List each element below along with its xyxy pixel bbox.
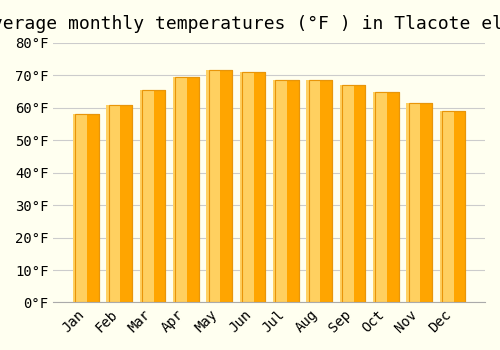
Bar — [440, 111, 454, 302]
Bar — [442, 111, 466, 302]
Bar — [373, 92, 387, 302]
Bar — [73, 114, 87, 302]
Bar — [242, 72, 266, 302]
Bar — [173, 77, 187, 302]
Bar — [276, 80, 298, 302]
Bar — [408, 103, 432, 302]
Bar — [176, 77, 199, 302]
Bar — [242, 72, 266, 302]
Bar — [206, 70, 220, 302]
Bar — [342, 85, 365, 302]
Bar — [308, 80, 332, 302]
Bar — [273, 80, 287, 302]
Title: Average monthly temperatures (°F ) in Tlacote el Bajo: Average monthly temperatures (°F ) in Tl… — [0, 15, 500, 33]
Bar — [306, 80, 320, 302]
Bar — [340, 85, 353, 302]
Bar — [276, 80, 298, 302]
Bar — [208, 70, 232, 302]
Bar — [106, 105, 120, 302]
Bar — [76, 114, 98, 302]
Bar — [140, 90, 153, 302]
Bar — [308, 80, 332, 302]
Bar — [176, 77, 199, 302]
Bar — [108, 105, 132, 302]
Bar — [108, 105, 132, 302]
Bar — [208, 70, 232, 302]
Bar — [442, 111, 466, 302]
Bar — [406, 103, 420, 302]
Bar — [408, 103, 432, 302]
Bar — [376, 92, 398, 302]
Bar — [142, 90, 166, 302]
Bar — [342, 85, 365, 302]
Bar — [142, 90, 166, 302]
Bar — [240, 72, 254, 302]
Bar — [76, 114, 98, 302]
Bar — [376, 92, 398, 302]
